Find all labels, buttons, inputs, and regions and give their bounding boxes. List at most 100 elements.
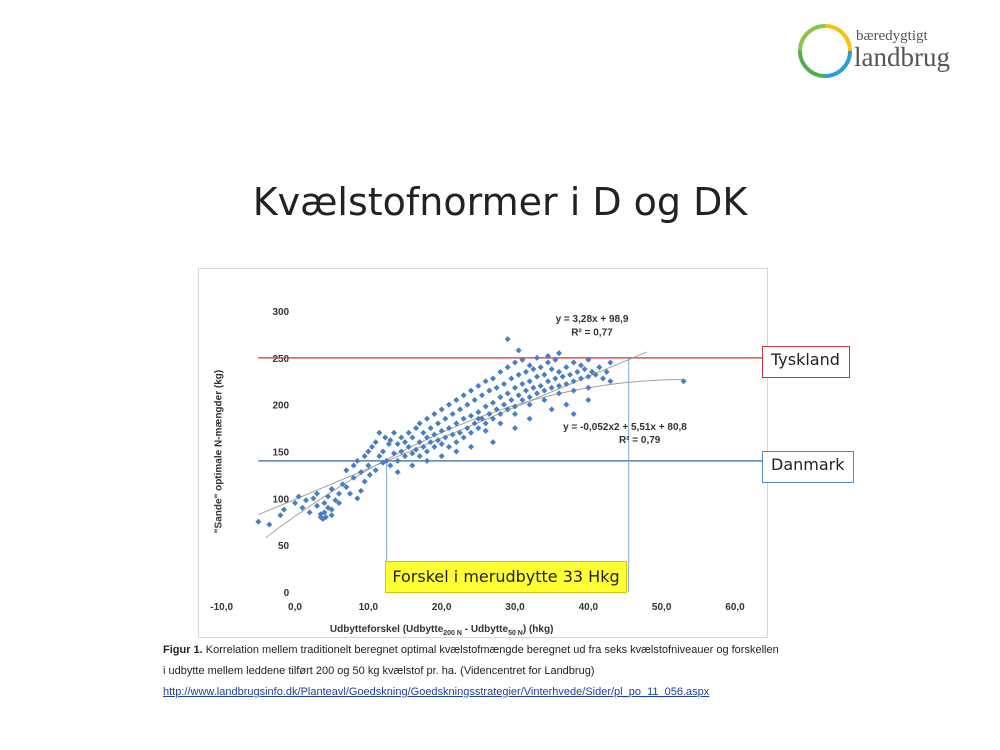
data-point — [405, 443, 412, 450]
data-point — [515, 347, 522, 354]
caption-text-2: i udbytte mellem leddene tilført 200 og … — [163, 665, 595, 677]
data-point — [460, 392, 467, 399]
data-point — [394, 469, 401, 476]
data-point — [383, 457, 390, 464]
data-point — [519, 396, 526, 403]
data-point — [255, 518, 262, 525]
data-point — [534, 354, 540, 361]
x-tick-label: -10,0 — [210, 602, 233, 613]
data-point — [552, 375, 559, 382]
data-point — [424, 434, 430, 441]
data-point — [347, 490, 353, 497]
data-point — [358, 487, 364, 494]
data-point — [292, 500, 298, 507]
data-point — [570, 411, 577, 418]
data-point — [413, 446, 419, 453]
data-point — [479, 392, 485, 399]
data-point — [328, 485, 335, 492]
data-point — [446, 443, 452, 450]
data-point — [490, 439, 496, 446]
data-point — [530, 366, 537, 373]
data-point — [548, 406, 555, 413]
data-point — [369, 443, 375, 450]
data-point — [504, 406, 511, 413]
data-point — [405, 429, 412, 436]
data-point — [366, 471, 373, 478]
yield-difference-callout: Forskel i merudbytte 33 Hkg — [385, 561, 627, 593]
data-point — [361, 478, 368, 485]
data-point — [508, 375, 515, 382]
data-point — [519, 381, 526, 388]
data-point — [394, 457, 401, 464]
data-point — [512, 359, 518, 366]
x-tick-label: 20,0 — [432, 602, 452, 613]
data-point — [354, 457, 361, 464]
data-point — [545, 378, 551, 385]
data-point — [585, 373, 592, 380]
data-point — [322, 514, 329, 521]
y-tick-label: 150 — [272, 448, 289, 459]
data-point — [556, 390, 562, 397]
data-point — [585, 356, 592, 363]
data-point — [479, 415, 485, 422]
chart-figure: 0 50 100 150 200 250 300 -10,0 0,0 10,0 20,0 30,0 40… — [198, 268, 768, 638]
data-point — [376, 429, 383, 436]
data-point — [460, 434, 467, 441]
data-point — [680, 378, 687, 385]
x-tick-label: 10,0 — [359, 602, 379, 613]
data-point — [409, 450, 416, 457]
data-point — [497, 394, 504, 401]
data-point — [365, 448, 372, 455]
data-point — [387, 437, 394, 444]
data-point — [526, 362, 533, 369]
data-point — [449, 431, 456, 438]
data-point — [336, 500, 342, 507]
data-point — [570, 359, 577, 366]
data-point — [350, 462, 357, 469]
data-point — [438, 453, 445, 460]
data-point — [398, 448, 405, 455]
logo-main-text: landbrug — [854, 42, 950, 72]
data-point — [471, 420, 478, 427]
data-point — [468, 429, 474, 436]
data-point — [468, 387, 474, 394]
source-link[interactable]: http://www.landbrugsinfo.dk/Planteavl/Go… — [163, 686, 710, 698]
data-point — [578, 375, 584, 382]
data-point — [431, 411, 438, 418]
data-point — [548, 366, 555, 373]
data-point — [336, 490, 342, 497]
data-point — [556, 368, 562, 375]
data-point — [504, 390, 511, 397]
data-point — [468, 443, 474, 450]
data-point — [475, 425, 482, 432]
data-point — [446, 425, 452, 432]
data-point — [372, 439, 379, 446]
data-point — [416, 420, 423, 427]
data-point — [385, 441, 392, 448]
data-point — [339, 481, 346, 488]
data-point — [534, 373, 540, 380]
data-point — [519, 356, 526, 363]
data-point — [427, 425, 434, 432]
data-point — [391, 450, 397, 457]
data-point — [435, 420, 441, 427]
data-point — [585, 384, 592, 391]
data-point — [556, 382, 562, 389]
data-point — [332, 497, 339, 504]
y-tick-label: 50 — [278, 541, 290, 552]
data-point — [468, 412, 474, 419]
data-point — [299, 504, 306, 511]
data-point — [534, 390, 540, 397]
y-axis-label: "Sande" optimale N-mængder (kg) — [214, 370, 225, 533]
data-point — [501, 401, 507, 408]
data-point — [515, 371, 522, 378]
data-point — [453, 448, 460, 455]
data-point — [563, 364, 570, 371]
data-point — [382, 434, 389, 441]
data-point — [306, 509, 313, 516]
data-point — [497, 368, 504, 375]
data-point — [372, 467, 379, 474]
figure-caption: Figur 1. Korrelation mellem traditionelt… — [163, 640, 983, 703]
data-point — [578, 362, 584, 369]
data-point — [526, 394, 533, 401]
